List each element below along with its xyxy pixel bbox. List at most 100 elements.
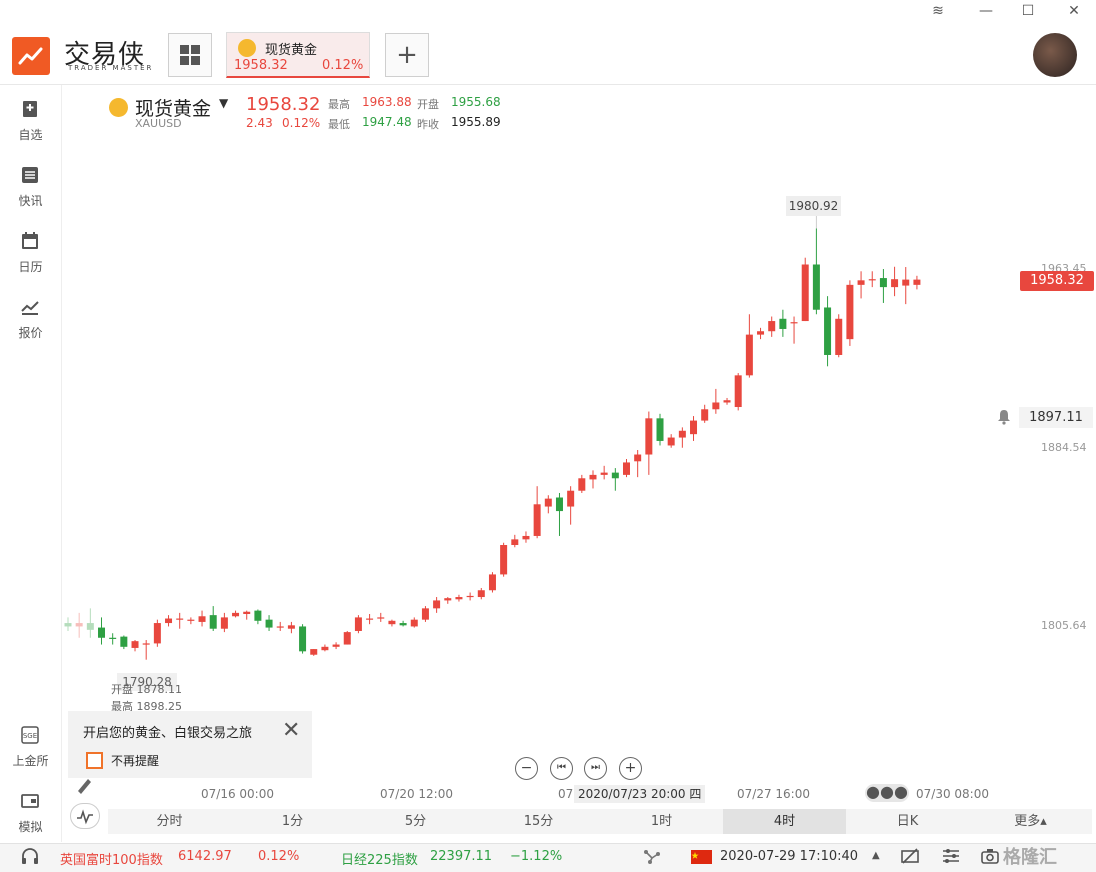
candle[interactable] [768, 316, 776, 337]
candle[interactable] [567, 486, 575, 525]
candle[interactable] [589, 470, 597, 489]
candle[interactable] [902, 267, 910, 305]
period-tab-1h[interactable]: 1时 [650, 814, 673, 829]
dont-remind-label[interactable]: 不再提醒 [111, 754, 160, 768]
tab-xauusd[interactable]: 现货黄金 1958.32 0.12% [226, 32, 370, 78]
candle[interactable] [131, 640, 139, 652]
screen-off-icon[interactable] [900, 847, 920, 865]
candle[interactable] [209, 606, 217, 631]
dont-remind-checkbox[interactable] [86, 752, 103, 769]
candle[interactable] [645, 411, 653, 475]
candle[interactable] [287, 621, 295, 634]
candle[interactable] [522, 531, 530, 543]
candle[interactable] [187, 617, 195, 625]
candle[interactable] [243, 610, 251, 620]
zoom-out-button[interactable]: − [515, 757, 538, 780]
candle[interactable] [745, 314, 753, 378]
candle[interactable] [232, 610, 240, 618]
candle[interactable] [343, 630, 351, 645]
candle[interactable] [555, 492, 563, 536]
caret-up-icon[interactable]: ▲ [872, 850, 880, 861]
symbol-dropdown-icon[interactable]: ▼ [219, 96, 229, 110]
candle[interactable] [466, 592, 474, 601]
candle[interactable] [265, 615, 273, 631]
candle[interactable] [388, 619, 396, 627]
bell-icon[interactable] [996, 409, 1012, 425]
candle[interactable] [165, 615, 173, 627]
candle[interactable] [254, 609, 262, 625]
candle[interactable] [678, 427, 686, 448]
grid-layout-button[interactable] [168, 33, 212, 77]
candle[interactable] [600, 465, 608, 480]
candle[interactable] [198, 610, 206, 627]
period-tab-daily[interactable]: 日K [896, 814, 919, 829]
candle[interactable] [634, 449, 642, 478]
period-tab-1m[interactable]: 1分 [281, 814, 304, 829]
candle[interactable] [142, 640, 150, 660]
zoom-in-button[interactable]: + [619, 757, 642, 780]
layers-icon[interactable]: ≋ [932, 3, 944, 19]
candle[interactable] [790, 316, 798, 344]
candle[interactable] [75, 612, 83, 638]
sidebar-item-quotes[interactable]: 报价 [0, 298, 61, 358]
candle[interactable] [511, 534, 519, 548]
draw-tool-button[interactable] [70, 773, 98, 797]
candle[interactable] [421, 606, 429, 622]
indicator-tool-button[interactable] [70, 803, 100, 829]
candle[interactable] [757, 327, 765, 340]
candle[interactable] [812, 228, 820, 315]
camera-icon[interactable] [980, 847, 1000, 865]
candle[interactable] [410, 617, 418, 628]
symbol-name[interactable]: 现货黄金 [135, 98, 212, 120]
maximize-button[interactable]: ☐ [1021, 3, 1035, 19]
sidebar-item-sge[interactable]: SGE 上金所 [0, 726, 61, 786]
candle[interactable] [667, 434, 675, 448]
candle[interactable] [86, 608, 94, 638]
candle[interactable] [578, 474, 586, 493]
candle[interactable] [623, 459, 630, 478]
sidebar-item-simulate[interactable]: 模拟 [0, 792, 61, 852]
candle[interactable] [690, 416, 698, 441]
candle[interactable] [377, 612, 385, 622]
candle[interactable] [455, 594, 463, 602]
candle[interactable] [533, 486, 541, 539]
more-options-button[interactable]: ●●● [865, 782, 909, 802]
candle[interactable] [723, 397, 731, 405]
sidebar-item-calendar[interactable]: 日历 [0, 232, 61, 292]
candle[interactable] [433, 597, 441, 613]
candle[interactable] [321, 644, 329, 652]
candle[interactable] [176, 612, 184, 629]
candle[interactable] [477, 587, 485, 600]
period-tab-tick[interactable]: 分时 [156, 814, 183, 829]
candle[interactable] [310, 649, 318, 656]
jump-start-button[interactable]: ⏮ [550, 757, 573, 780]
sidebar-item-watchlist[interactable]: 自选 [0, 100, 61, 160]
candle[interactable] [544, 495, 552, 514]
candle[interactable] [500, 542, 508, 577]
candle[interactable] [488, 572, 496, 593]
candle[interactable] [354, 615, 362, 634]
jump-end-button[interactable]: ⏭ [584, 757, 607, 780]
candle[interactable] [779, 309, 787, 337]
candle[interactable] [98, 617, 106, 645]
candle[interactable] [656, 413, 664, 446]
ticker-name[interactable]: 日经225指数 [341, 853, 418, 868]
candle[interactable] [120, 635, 128, 650]
candle[interactable] [891, 266, 899, 297]
candle[interactable] [611, 468, 619, 491]
close-button[interactable]: ✕ [1068, 3, 1080, 19]
candle[interactable] [366, 614, 374, 625]
candle[interactable] [824, 296, 832, 367]
candle[interactable] [299, 624, 307, 654]
candle[interactable] [332, 642, 340, 650]
sidebar-item-news[interactable]: 快讯 [0, 166, 61, 226]
candle[interactable] [701, 404, 709, 423]
ticker-name[interactable]: 英国富时100指数 [60, 853, 163, 868]
candle[interactable] [835, 314, 843, 358]
period-tab-5m[interactable]: 5分 [404, 814, 427, 829]
minimize-button[interactable]: — [979, 3, 993, 19]
candle[interactable] [64, 617, 72, 631]
candle[interactable] [868, 271, 876, 288]
candle[interactable] [913, 275, 921, 290]
period-tab-more[interactable]: 更多▴ [1014, 814, 1047, 829]
